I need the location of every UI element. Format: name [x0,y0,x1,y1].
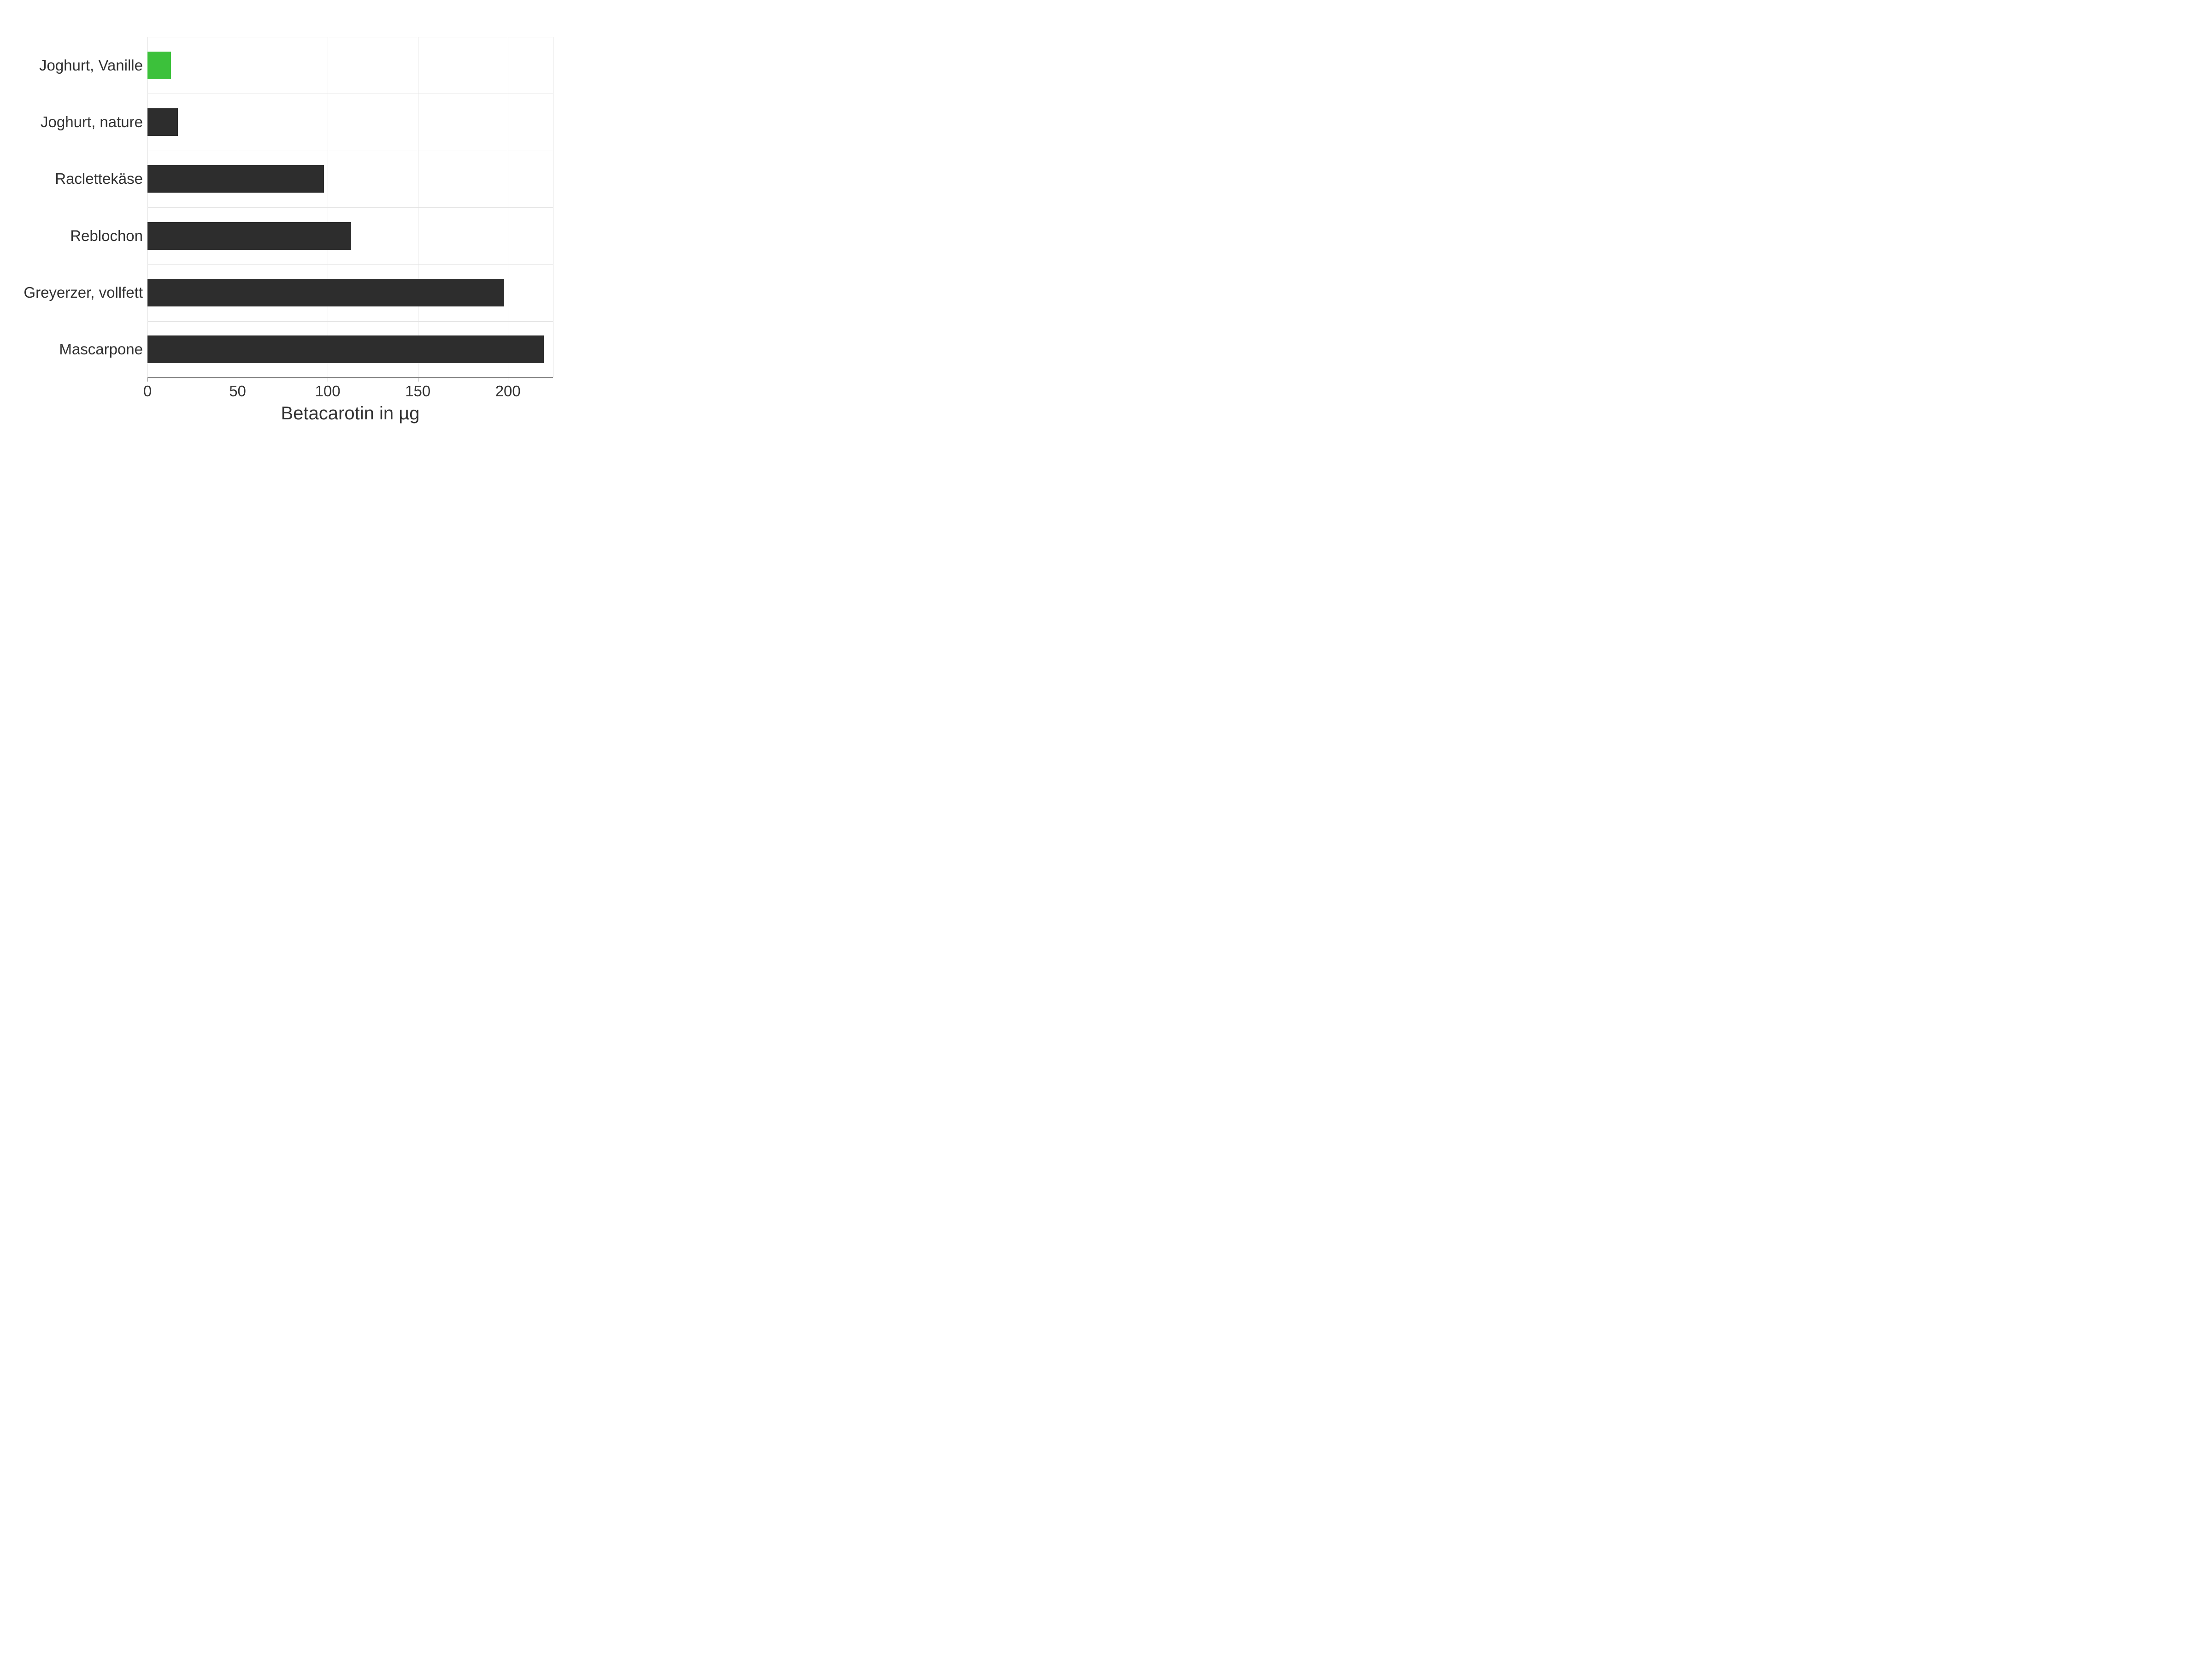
y-axis-label: Greyerzer, vollfett [23,284,143,301]
grid-line-horizontal [147,264,553,265]
bar [147,165,324,193]
grid-line-horizontal [147,321,553,322]
bar [147,222,351,250]
x-tick-label: 100 [315,382,341,400]
bar-chart: Betacarotin in µg 0 50 100 150 200 Joghurt, V… [18,18,571,433]
bar [147,52,171,79]
x-tick-label: 200 [495,382,521,400]
bar [147,279,504,306]
bar [147,335,544,363]
x-tick [147,378,148,382]
x-axis-title: Betacarotin in µg [147,403,553,424]
bar [147,108,178,136]
y-axis-label: Joghurt, Vanille [23,57,143,74]
x-tick-label: 150 [405,382,430,400]
plot-area [147,37,553,378]
y-axis-label: Reblochon [23,227,143,245]
grid-line-horizontal [147,207,553,208]
x-tick-label: 0 [143,382,152,400]
y-axis-label: Joghurt, nature [23,113,143,131]
y-axis-label: Raclettekäse [23,170,143,188]
grid-line-vertical [147,37,148,377]
x-tick-label: 50 [229,382,246,400]
y-axis-label: Mascarpone [23,341,143,358]
